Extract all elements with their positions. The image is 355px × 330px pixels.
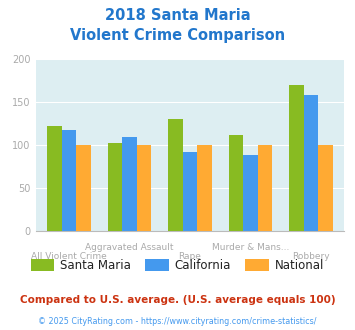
Text: All Violent Crime: All Violent Crime — [31, 251, 107, 261]
Legend: Santa Maria, California, National: Santa Maria, California, National — [26, 254, 329, 277]
Text: © 2025 CityRating.com - https://www.cityrating.com/crime-statistics/: © 2025 CityRating.com - https://www.city… — [38, 317, 317, 326]
Text: Rape: Rape — [179, 251, 201, 261]
Bar — [229, 135, 243, 231]
Bar — [168, 119, 183, 231]
Bar — [183, 152, 197, 231]
Bar — [47, 126, 61, 231]
Text: Robbery: Robbery — [292, 251, 330, 261]
Bar — [289, 85, 304, 231]
Bar — [258, 145, 272, 231]
Bar — [122, 138, 137, 231]
Bar — [61, 130, 76, 231]
Text: Aggravated Assault: Aggravated Assault — [85, 243, 174, 252]
Text: Violent Crime Comparison: Violent Crime Comparison — [70, 28, 285, 43]
Text: Murder & Mans...: Murder & Mans... — [212, 243, 289, 252]
Bar — [318, 145, 333, 231]
Bar — [243, 155, 258, 231]
Bar — [108, 144, 122, 231]
Bar — [197, 145, 212, 231]
Bar — [304, 95, 318, 231]
Text: 2018 Santa Maria: 2018 Santa Maria — [105, 8, 250, 23]
Bar — [76, 145, 91, 231]
Bar — [137, 145, 151, 231]
Text: Compared to U.S. average. (U.S. average equals 100): Compared to U.S. average. (U.S. average … — [20, 295, 335, 305]
